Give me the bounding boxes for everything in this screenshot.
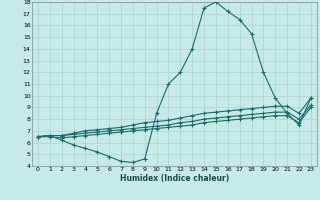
X-axis label: Humidex (Indice chaleur): Humidex (Indice chaleur)	[120, 174, 229, 183]
